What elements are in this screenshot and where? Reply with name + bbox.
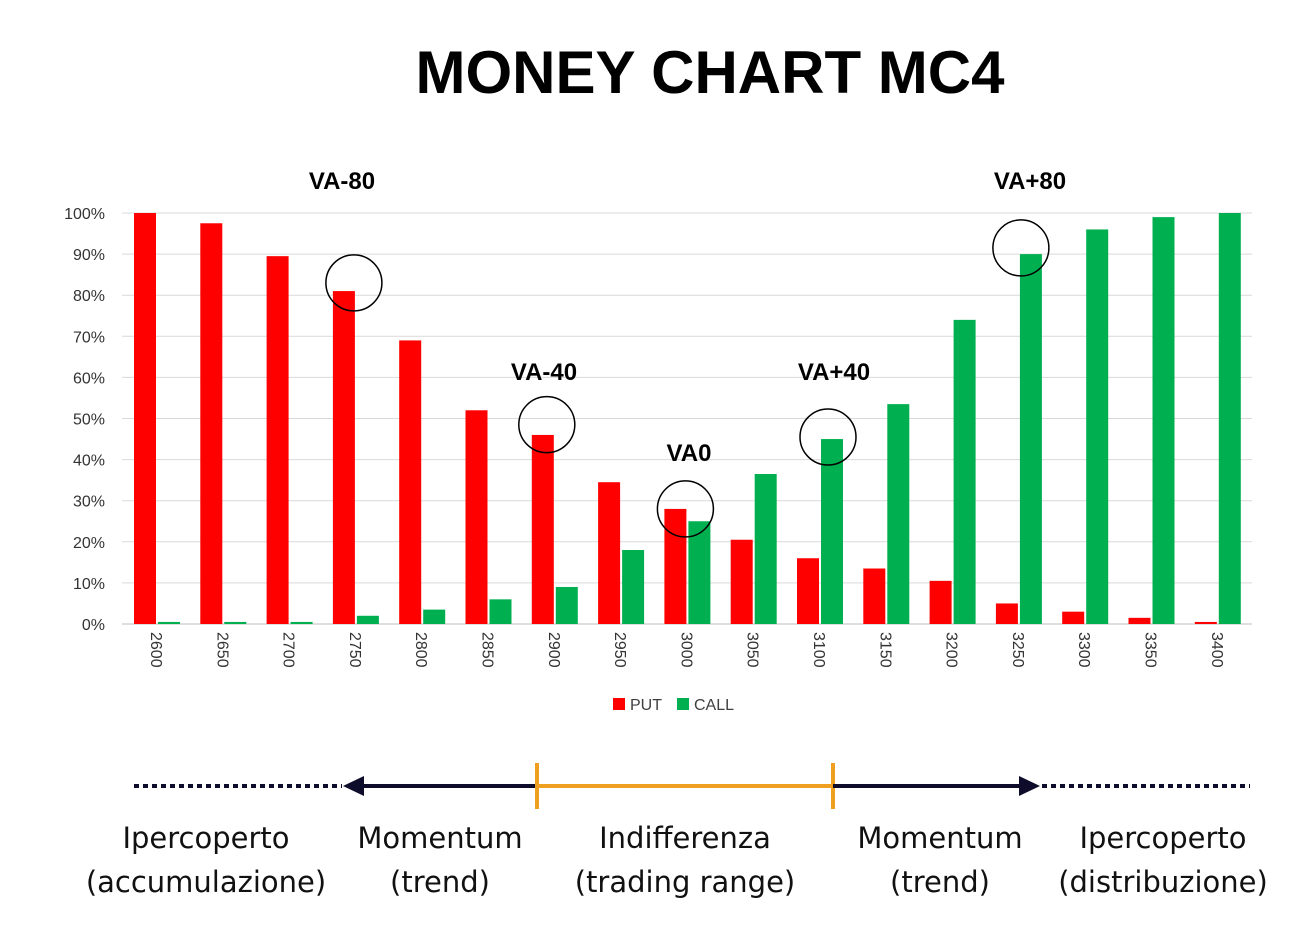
x-tick-label: 3150: [876, 632, 893, 668]
bar-put: [1062, 611, 1085, 624]
bar-call: [489, 599, 512, 624]
x-tick-label: 3400: [1208, 632, 1225, 668]
annotation-label: VA+40: [798, 359, 870, 386]
annotation-circle: [518, 395, 576, 454]
bar-put: [134, 213, 156, 624]
bar-put: [929, 580, 952, 624]
zone-label-line2: (trend): [390, 865, 490, 899]
bar-put: [266, 256, 289, 624]
legend-label: PUT: [630, 697, 662, 714]
x-tick-label: 3200: [943, 632, 960, 668]
zone-label-line1: Momentum: [357, 821, 522, 855]
x-tick-label: 2750: [346, 632, 363, 668]
bar-call: [622, 550, 645, 624]
annotations: VA-80 VA-40 VA0 VA+40 VA+80: [309, 168, 1066, 538]
bar-call: [688, 521, 711, 624]
bars: [134, 213, 1241, 625]
bar-put: [1194, 621, 1217, 624]
x-tick-label: 3350: [1142, 632, 1159, 668]
legend: PUT CALL: [613, 697, 734, 714]
bar-call: [290, 621, 313, 624]
legend-swatch: [677, 698, 689, 710]
bar-call: [423, 609, 446, 624]
y-tick-label: 80%: [73, 288, 105, 305]
x-tick-label: 3100: [810, 632, 827, 668]
y-tick-label: 40%: [73, 453, 105, 470]
legend-label: CALL: [694, 697, 734, 714]
chart-title: MONEY CHART MC4: [416, 39, 1006, 106]
bar-put: [730, 539, 753, 624]
x-tick-label: 2950: [611, 632, 628, 668]
x-tick-label: 2850: [479, 632, 496, 668]
zone-label-line2: (distribuzione): [1058, 865, 1268, 899]
zone-label-line1: Ipercoperto: [1079, 821, 1246, 855]
bar-call: [1152, 217, 1175, 625]
bar-put: [332, 291, 355, 624]
bar-put: [664, 508, 687, 624]
zone-label-line2: (trend): [890, 865, 990, 899]
bar-call: [555, 587, 578, 624]
bar-call: [224, 621, 247, 624]
annotation-label: VA-80: [309, 168, 375, 195]
annotation-circle: [656, 480, 715, 538]
x-tick-label: 3300: [1075, 632, 1092, 668]
bar-put: [797, 558, 819, 624]
bar-put: [995, 603, 1018, 624]
bar-put: [200, 223, 223, 624]
y-tick-label: 10%: [73, 576, 105, 593]
annotation-circle: [799, 408, 857, 466]
y-tick-label: 50%: [73, 412, 105, 429]
bar-put: [465, 410, 488, 624]
zone-label-line1: Ipercoperto: [122, 821, 289, 855]
annotation-circle: [992, 219, 1050, 277]
x-tick-label: 2600: [147, 632, 164, 668]
zone-label-line1: Indifferenza: [599, 821, 771, 855]
x-tick-label: 2700: [280, 632, 297, 668]
bar-call: [821, 439, 843, 624]
arrow-left-head: [343, 776, 364, 796]
y-tick-label: 70%: [73, 329, 105, 346]
bar-call: [887, 404, 910, 624]
zone-label-line2: (trading range): [575, 865, 796, 899]
zone-label-line1: Momentum: [857, 821, 1022, 855]
x-tick-label: 2900: [545, 632, 562, 668]
bar-call: [953, 319, 976, 624]
bar-put: [863, 568, 886, 624]
bar-put: [1128, 617, 1151, 624]
x-axis-ticks: 2600 2650 2700 2750 2800 2850 2900 2950 3000 3050…: [147, 632, 1225, 668]
annotation-circle: [325, 254, 383, 312]
x-tick-label: 3050: [744, 632, 761, 668]
bar-put: [399, 340, 422, 624]
annotation-label: VA0: [667, 440, 712, 467]
bar-call: [1019, 254, 1042, 624]
annotation-label: VA-40: [511, 359, 577, 386]
zone-labels: Ipercoperto (accumulazione) Momentum (trend…: [86, 821, 1268, 899]
y-tick-label: 0%: [82, 617, 105, 634]
legend-swatch: [613, 698, 625, 710]
y-tick-label: 100%: [64, 206, 105, 223]
x-tick-label: 3000: [677, 632, 694, 668]
bar-put: [598, 482, 621, 624]
grid-lines: [122, 212, 1252, 625]
y-tick-label: 60%: [73, 370, 105, 387]
x-tick-label: 2800: [412, 632, 429, 668]
y-tick-label: 20%: [73, 535, 105, 552]
zone-timeline: [134, 763, 1250, 809]
bar-call: [754, 473, 777, 624]
annotation-label: VA+80: [994, 168, 1066, 195]
y-tick-label: 90%: [73, 247, 105, 264]
bar-call: [1086, 229, 1109, 624]
x-tick-label: 2650: [213, 632, 230, 668]
zone-label-line2: (accumulazione): [86, 865, 326, 899]
arrow-right-head: [1019, 776, 1040, 796]
bar-call: [158, 621, 180, 624]
bar-call: [1218, 213, 1241, 624]
y-axis-ticks: 0% 10% 20% 30% 40% 50% 60% 70% 80% 90% 100%: [64, 206, 105, 634]
y-tick-label: 30%: [73, 494, 105, 511]
bar-call: [356, 615, 379, 624]
x-tick-label: 3250: [1009, 632, 1026, 668]
bar-put: [531, 434, 554, 624]
